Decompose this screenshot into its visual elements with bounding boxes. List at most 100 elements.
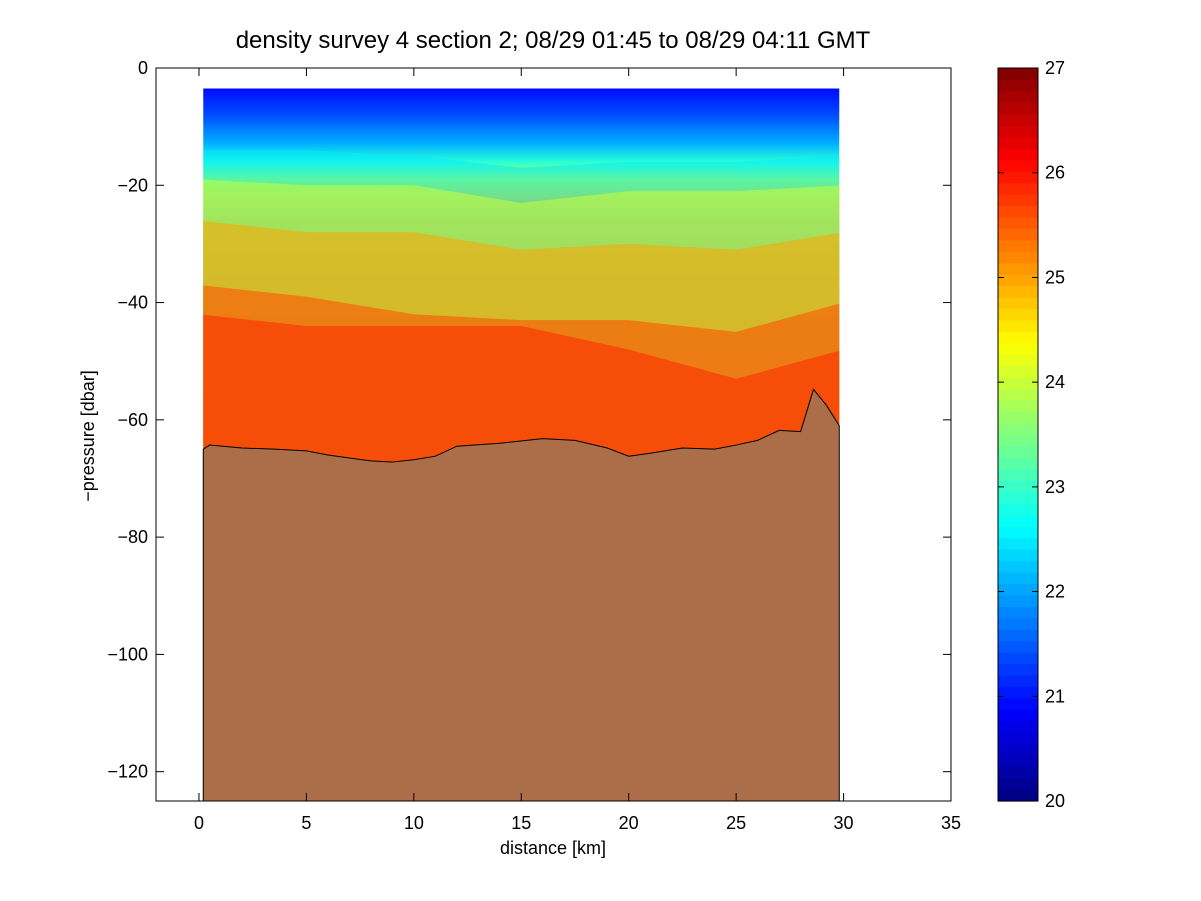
colorbar-tick-label: 21 — [1045, 686, 1065, 706]
colorbar-band — [998, 697, 1038, 710]
plot-area: 0 5 10 15 20 25 30 35 0 −20 −40 −60 −80 −100 −120 — [107, 58, 961, 833]
colorbar-band — [998, 125, 1038, 138]
x-tick-label: 35 — [941, 813, 961, 833]
colorbar-band — [998, 606, 1038, 619]
colorbar-band — [998, 171, 1038, 184]
colorbar-band — [998, 480, 1038, 493]
y-tick-label: 0 — [138, 58, 148, 78]
colorbar-scale — [998, 68, 1038, 802]
colorbar-band — [998, 583, 1038, 596]
y-tick-label: −60 — [117, 410, 148, 430]
y-tick-label: −120 — [107, 762, 148, 782]
colorbar-band — [998, 113, 1038, 126]
x-tick-label: 5 — [301, 813, 311, 833]
colorbar-band — [998, 308, 1038, 321]
x-tick-label: 30 — [834, 813, 854, 833]
colorbar-band — [998, 468, 1038, 481]
colorbar-band — [998, 193, 1038, 207]
colorbar-band — [998, 560, 1038, 573]
colorbar-band — [998, 68, 1038, 81]
colorbar-band — [998, 239, 1038, 252]
colorbar-band — [998, 285, 1038, 298]
colorbar-band — [998, 503, 1038, 516]
x-tick-label: 0 — [194, 813, 204, 833]
colorbar-band — [998, 262, 1038, 275]
colorbar-band — [998, 148, 1038, 161]
colorbar-band — [998, 663, 1038, 676]
colorbar-tick-label: 24 — [1045, 372, 1065, 392]
colorbar-band — [998, 514, 1038, 527]
colorbar-axis: 20 21 22 23 24 25 26 27 — [998, 58, 1065, 811]
colorbar-tick-label: 25 — [1045, 267, 1065, 287]
colorbar-band — [998, 571, 1038, 584]
colorbar-band — [998, 743, 1038, 756]
colorbar-tick-label: 20 — [1045, 791, 1065, 811]
colorbar-band — [998, 182, 1038, 195]
colorbar-tick-label: 23 — [1045, 477, 1065, 497]
colorbar-band — [998, 400, 1038, 413]
colorbar-band — [998, 445, 1038, 459]
colorbar-band — [998, 377, 1038, 390]
isopycnal-layer — [203, 314, 840, 471]
colorbar-band — [998, 640, 1038, 653]
colorbar-band — [998, 423, 1038, 436]
colorbar-band — [998, 732, 1038, 745]
colorbar-band — [998, 537, 1038, 550]
colorbar-band — [998, 216, 1038, 229]
colorbar-band — [998, 629, 1038, 642]
colorbar-band — [998, 136, 1038, 149]
colorbar-band — [998, 411, 1038, 424]
y-tick-label: −80 — [117, 527, 148, 547]
colorbar-band — [998, 205, 1038, 218]
colorbar-band — [998, 388, 1038, 401]
colorbar-band — [998, 342, 1038, 355]
y-tick-label: −40 — [117, 293, 148, 313]
colorbar-band — [998, 709, 1038, 722]
chart-title: density survey 4 section 2; 08/29 01:45 … — [236, 27, 871, 54]
colorbar-band — [998, 102, 1038, 115]
x-tick-label: 15 — [511, 813, 531, 833]
colorbar-band — [998, 365, 1038, 378]
colorbar-tick-label: 22 — [1045, 582, 1065, 602]
colorbar-band — [998, 434, 1038, 447]
colorbar-band — [998, 79, 1038, 92]
y-axis: 0 −20 −40 −60 −80 −100 −120 — [107, 58, 951, 782]
colorbar-band — [998, 457, 1038, 470]
colorbar-band — [998, 766, 1038, 779]
colorbar-band — [998, 526, 1038, 539]
colorbar-band — [998, 90, 1038, 103]
colorbar-band — [998, 228, 1038, 241]
colorbar-band — [998, 297, 1038, 310]
colorbar-band — [998, 652, 1038, 665]
y-axis-label: −pressure [dbar] — [78, 370, 98, 502]
x-axis: 0 5 10 15 20 25 30 35 — [194, 68, 961, 833]
x-axis-label: distance [km] — [500, 838, 606, 858]
x-tick-label: 10 — [404, 813, 424, 833]
y-tick-label: −100 — [107, 644, 148, 664]
bathymetry-seafloor — [202, 388, 840, 802]
colorbar-tick-label: 27 — [1045, 58, 1065, 78]
colorbar-band — [998, 778, 1038, 791]
colorbar-tick-label: 26 — [1045, 163, 1065, 183]
colorbar-band — [998, 354, 1038, 367]
colorbar-band — [998, 755, 1038, 768]
y-tick-label: −20 — [117, 175, 148, 195]
colorbar-band — [998, 720, 1038, 733]
colorbar-band — [998, 319, 1038, 333]
colorbar-band — [998, 789, 1038, 802]
colorbar-band — [998, 491, 1038, 504]
colorbar-frame — [997, 67, 1039, 802]
colorbar-band — [998, 159, 1038, 172]
colorbar-band — [998, 675, 1038, 688]
x-tick-label: 20 — [619, 813, 639, 833]
colorbar-band — [998, 594, 1038, 607]
colorbar-band — [998, 617, 1038, 630]
colorbar-band — [998, 331, 1038, 344]
colorbar-band — [998, 686, 1038, 699]
colorbar: 20 21 22 23 24 25 26 27 — [997, 58, 1065, 811]
density-field — [203, 88, 840, 471]
plot-frame — [155, 67, 952, 802]
x-tick-label: 25 — [726, 813, 746, 833]
colorbar-band — [998, 549, 1038, 562]
